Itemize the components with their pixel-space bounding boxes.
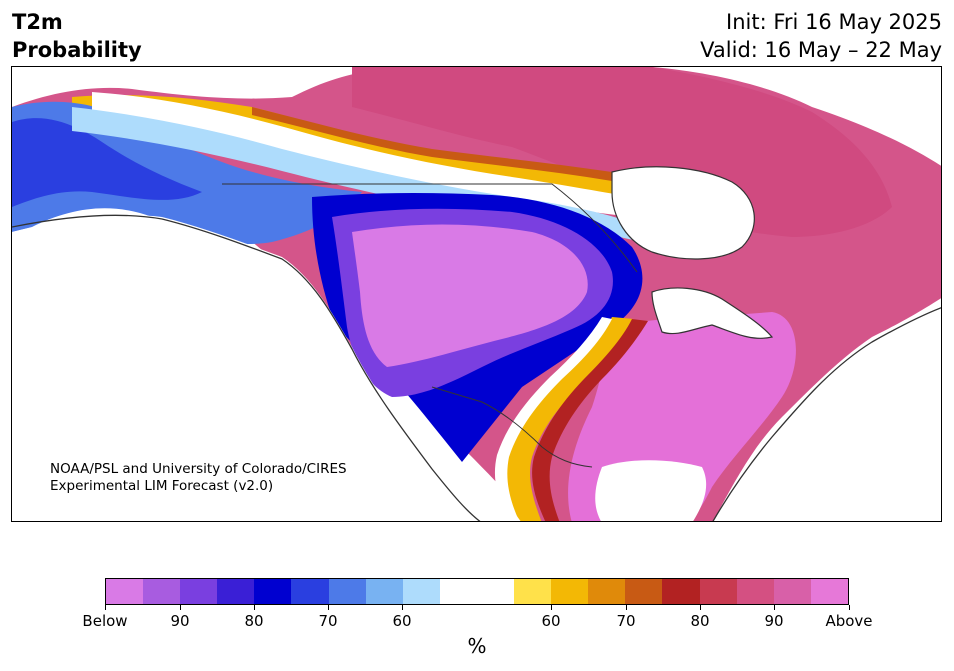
credit-line-1: NOAA/PSL and University of Colorado/CIRE… <box>50 461 347 477</box>
colorbar-tick-label: 80 <box>690 612 710 630</box>
pacific-ocean <box>12 215 480 521</box>
us-canada-border <box>222 183 638 273</box>
colorbar-cell <box>625 579 663 604</box>
colorbar-tick-label: 70 <box>616 612 636 630</box>
cold-region-alaska <box>12 101 362 245</box>
colorbar-cell <box>662 579 700 604</box>
colorbar-cell <box>588 579 626 604</box>
colorbar-cell <box>476 579 515 604</box>
map-canvas <box>12 67 941 521</box>
colorbar-cell <box>365 579 403 604</box>
colorbar-cell <box>291 579 329 604</box>
great-lakes <box>651 287 774 339</box>
coastline-east <box>712 307 941 521</box>
init-date: Init: Fri 16 May 2025 <box>726 10 942 34</box>
probability-map: NOAA/PSL and University of Colorado/CIRE… <box>11 66 942 522</box>
colorbar-tick-label: 60 <box>541 612 561 630</box>
atlantic-ocean <box>713 307 941 521</box>
us-mexico-border <box>431 386 593 468</box>
colorbar-unit: % <box>467 634 487 658</box>
forecast-dates: Init: Fri 16 May 2025 Valid: 16 May – 22… <box>700 8 942 64</box>
colorbar-tick-label: 80 <box>244 612 264 630</box>
hudson-bay <box>611 166 755 260</box>
colorbar-tick-label: Above <box>825 612 873 630</box>
gulf-of-mexico <box>595 460 707 521</box>
colorbar-cell <box>217 579 255 604</box>
coastline-west <box>12 214 481 521</box>
colorbar-tickmark <box>105 605 106 610</box>
colorbar-cell <box>402 579 440 604</box>
colorbar-tickmark <box>254 605 255 610</box>
colorbar-cell <box>328 579 366 604</box>
warm-band-diagonal-2 <box>532 319 648 521</box>
colorbar-cell <box>254 579 292 604</box>
colorbar-tickmark <box>328 605 329 610</box>
colorbar-cell <box>699 579 737 604</box>
colorbar-cell <box>180 579 218 604</box>
colorbar-tick-label: Below <box>82 612 128 630</box>
colorbar-tickmark <box>700 605 701 610</box>
credit-text: NOAA/PSL and University of Colorado/CIRE… <box>50 461 347 495</box>
colorbar-tickmark <box>849 605 850 610</box>
colorbar-cell <box>143 579 181 604</box>
colorbar-tickmark <box>626 605 627 610</box>
map-title: T2m Probability <box>12 8 142 64</box>
neutral-band-diagonal <box>495 317 612 521</box>
colorbar-cell <box>439 579 477 604</box>
colorbar-tickmark <box>551 605 552 610</box>
colorbar-cell <box>514 579 552 604</box>
colorbar-cell <box>736 579 774 604</box>
colorbar-tickmark <box>402 605 403 610</box>
hot-region-canada <box>352 67 892 237</box>
colorbar-tick-label: 90 <box>170 612 190 630</box>
colorbar-tick-label: 70 <box>318 612 338 630</box>
colorbar-cell <box>810 579 848 604</box>
colorbar-tick-label: 90 <box>764 612 784 630</box>
neutral-band-north <box>92 92 632 217</box>
colorbar-tick-label: 60 <box>392 612 412 630</box>
cold-region-alaska-inner <box>12 118 202 207</box>
colorbar-cell <box>106 579 144 604</box>
colorbar-cell <box>773 579 811 604</box>
colorbar-cell <box>551 579 589 604</box>
colorbar <box>105 578 849 605</box>
cold-region-west-core <box>352 224 588 367</box>
title-line-2: Probability <box>12 38 142 62</box>
warm-band-north-2 <box>252 107 612 181</box>
title-line-1: T2m <box>12 10 63 34</box>
colorbar-tickmark <box>180 605 181 610</box>
valid-range: Valid: 16 May – 22 May <box>700 38 942 62</box>
credit-line-2: Experimental LIM Forecast (v2.0) <box>50 478 274 494</box>
colorbar-tickmark <box>774 605 775 610</box>
